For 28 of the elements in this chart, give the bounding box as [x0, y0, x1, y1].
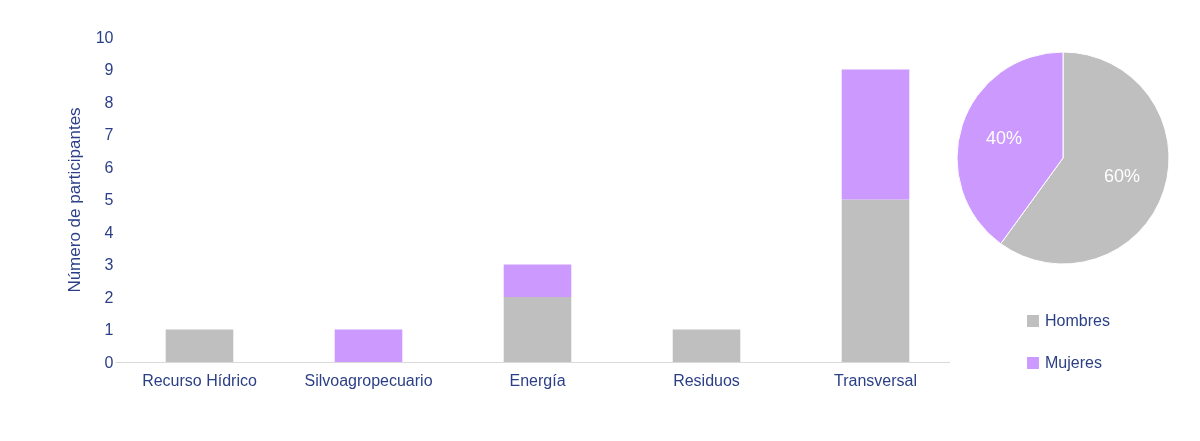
legend-label: Mujeres	[1045, 354, 1102, 371]
x-tick-label: Recurso Hídrico	[142, 371, 257, 389]
y-tick-label: 7	[104, 126, 114, 143]
y-tick-label: 5	[104, 191, 114, 208]
y-tick-label: 9	[104, 61, 114, 78]
x-tick-label: Transversal	[834, 371, 917, 389]
bar	[672, 329, 741, 362]
legend-label: Hombres	[1045, 312, 1110, 329]
y-axis-title: Número de participantes	[64, 107, 84, 293]
bar	[503, 264, 572, 297]
data-label: 40%	[986, 127, 1023, 148]
data-label: 60%	[1103, 166, 1140, 187]
bar	[165, 329, 234, 362]
x-tick-label: Silvoagropecuario	[304, 371, 433, 389]
bar	[503, 297, 572, 362]
y-tick-label: 1	[104, 321, 114, 338]
y-tick-label: 3	[104, 256, 114, 273]
bar	[841, 69, 910, 200]
y-tick-label: 0	[104, 353, 114, 371]
bar	[334, 329, 403, 362]
x-tick-label: Energía	[509, 371, 566, 389]
bar	[841, 199, 910, 362]
x-tick-label: Residuos	[673, 371, 740, 389]
y-tick-label: 4	[104, 223, 114, 241]
y-tick-label: 6	[104, 158, 114, 176]
y-tick-label: 10	[95, 28, 114, 46]
y-tick-label: 8	[104, 93, 114, 111]
y-tick-label: 2	[104, 288, 114, 306]
